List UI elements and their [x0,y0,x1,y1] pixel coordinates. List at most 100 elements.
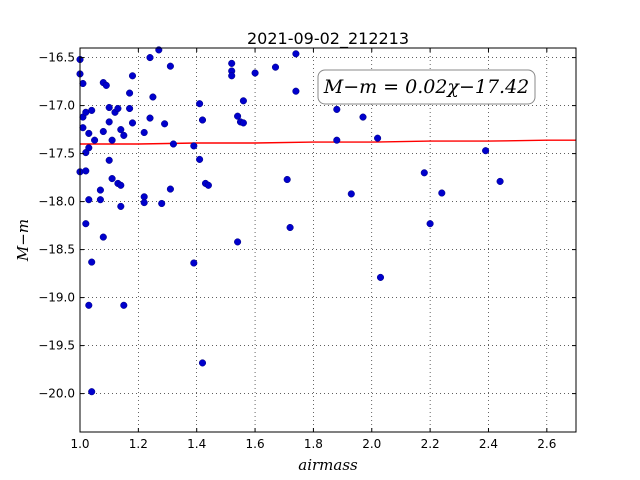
data-point [85,301,93,309]
fit-line [80,139,576,145]
data-point [88,258,96,266]
y-tick-label: −20.0 [38,387,75,401]
data-point [286,223,294,232]
data-point [128,72,137,80]
x-ticks: 1.0 1.2 1.4 1.6 1.8 2.0 2.2 2.4 2.6 [70,48,556,451]
data-point [198,116,207,124]
y-tick-label: −18.0 [38,195,75,209]
data-point [166,62,174,70]
data-point [105,118,113,126]
data-point [146,54,154,62]
data-point [496,177,504,185]
data-point [251,69,259,77]
data-point [102,81,110,89]
data-point [105,103,113,112]
data-point [91,136,99,144]
data-point [108,136,116,144]
data-point [99,127,107,136]
data-point [376,273,385,281]
data-point [140,199,148,207]
data-point [79,79,87,88]
data-point [108,175,116,183]
x-tick-label: 1.6 [246,437,265,451]
data-point [126,89,134,97]
x-axis-label: airmass [298,456,358,474]
data-point [190,142,198,150]
data-point [149,93,157,101]
data-point [271,63,280,71]
grid-lines [79,48,576,432]
x-tick-label: 2.0 [362,437,381,451]
data-point [117,126,125,134]
data-point [140,128,148,137]
data-point [88,388,96,396]
chart-title: 2021-09-02_212213 [247,29,409,49]
data-point [198,359,207,367]
data-point [438,189,446,197]
data-point [426,220,434,228]
data-point [239,97,247,105]
x-tick-label: 2.6 [537,437,556,451]
data-point [85,129,93,137]
data-point [114,104,122,113]
fit-equation: M−m = 0.02χ−17.42 [323,76,530,98]
data-point [85,196,93,204]
x-tick-label: 1.0 [70,437,89,451]
data-point [117,181,125,189]
x-tick-label: 1.2 [129,437,148,451]
y-axis-label: M−m [14,219,32,262]
data-point [190,259,198,267]
plot-frame [79,47,577,433]
data-point [105,156,113,164]
y-tick-label: −16.5 [38,51,75,65]
data-point [88,106,96,114]
x-tick-label: 1.4 [187,437,206,451]
data-point [99,233,107,241]
data-point [359,113,367,121]
data-point [347,190,355,198]
data-point [292,50,300,58]
data-point [146,114,154,122]
data-point [283,175,291,184]
x-tick-label: 2.2 [421,437,440,451]
data-point [482,147,490,155]
data-point [234,238,242,246]
data-point [169,140,177,148]
data-point [85,144,93,152]
data-point [120,301,128,309]
fit-equation-box: M−m = 0.02χ−17.42 [317,69,536,105]
data-point [82,167,90,175]
data-point [204,181,212,189]
fit-line-layer [80,139,576,145]
data-point [239,119,247,127]
y-tick-label: −17.5 [38,147,75,161]
data-point [82,220,90,228]
data-points-layer [76,46,504,396]
data-point [117,202,125,210]
data-point [128,119,137,127]
y-tick-label: −19.0 [38,291,75,305]
data-point [158,199,166,208]
data-point [196,100,204,108]
data-point [333,105,341,113]
y-tick-label: −18.5 [38,243,75,257]
data-point [82,108,90,116]
data-point [166,185,174,193]
y-ticks: −16.5 −17.0 −17.5 −18.0 −18.5 −19.0 −19.5 −20.0 [38,51,576,401]
data-point [228,72,236,80]
x-tick-label: 1.8 [304,437,323,451]
data-point [161,120,169,128]
y-tick-label: −17.0 [38,99,75,113]
x-tick-label: 2.4 [479,437,498,451]
data-point [126,104,134,113]
data-point [292,87,300,95]
data-point [374,134,382,142]
data-point [234,112,242,120]
data-point [96,196,104,204]
data-point [79,124,87,132]
data-point [96,186,104,194]
data-point [333,136,341,144]
data-point [228,59,236,67]
data-point [420,169,428,177]
